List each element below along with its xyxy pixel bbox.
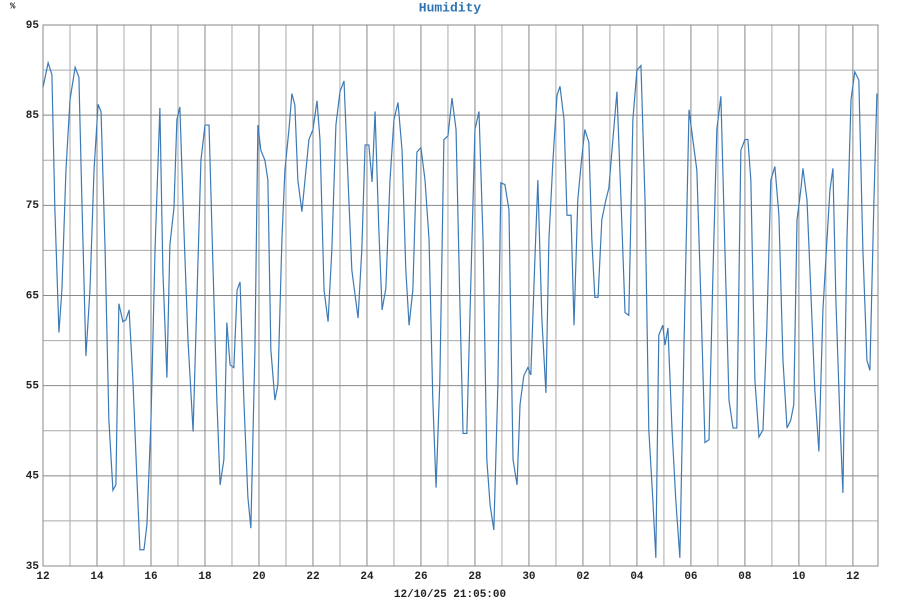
x-tick-label: 16: [144, 571, 157, 583]
chart-title: Humidity: [419, 0, 482, 15]
y-tick-label: 95: [26, 20, 40, 32]
y-tick-label: 55: [26, 381, 40, 393]
y-tick-label: 45: [26, 471, 40, 483]
x-tick-label: 10: [792, 571, 805, 583]
x-tick-label: 06: [684, 571, 697, 583]
y-unit: %: [10, 1, 16, 11]
x-tick-label: 20: [252, 571, 265, 583]
x-tick-label: 12: [36, 571, 49, 583]
x-tick-label: 04: [630, 571, 644, 583]
y-tick-label: 65: [26, 290, 40, 302]
y-tick-label: 35: [26, 561, 40, 573]
x-tick-label: 12: [846, 571, 859, 583]
y-tick-label: 75: [26, 200, 40, 212]
x-tick-label: 22: [306, 571, 319, 583]
x-tick-label: 26: [414, 571, 427, 583]
y-tick-label: 85: [26, 110, 40, 122]
x-tick-label: 08: [738, 571, 752, 583]
data-line: [42, 60, 878, 558]
x-tick-label: 02: [576, 571, 589, 583]
x-axis-label: 12/10/25 21:05:00: [394, 589, 506, 600]
x-tick-label: 28: [468, 571, 482, 583]
x-tick-label: 24: [360, 571, 374, 583]
x-tick-label: 14: [90, 571, 104, 583]
x-tick-label: 18: [198, 571, 212, 583]
x-tick-label: 30: [522, 571, 535, 583]
